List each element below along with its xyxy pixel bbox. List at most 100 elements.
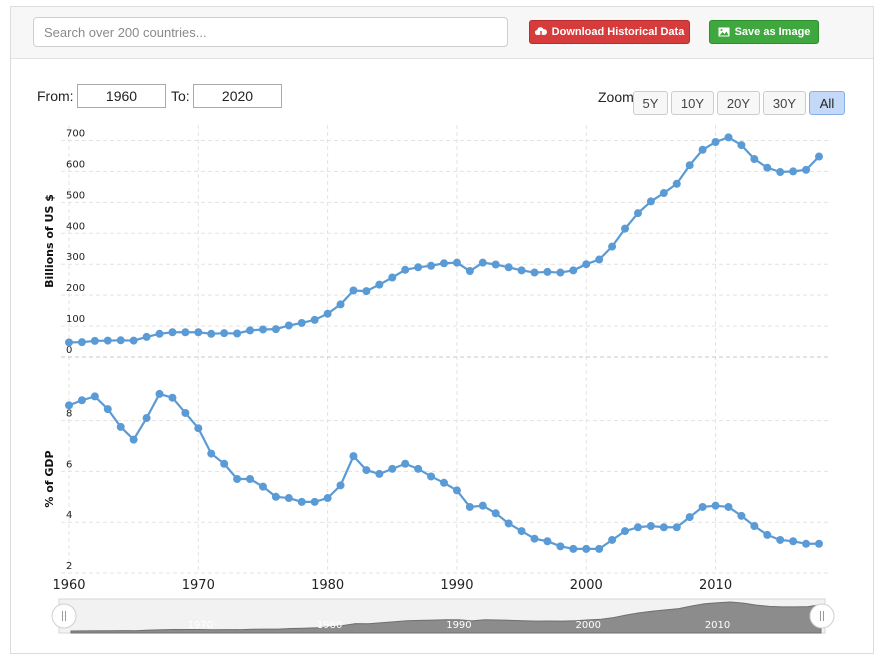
data-point[interactable] <box>711 501 720 510</box>
data-point[interactable] <box>789 167 798 176</box>
data-point[interactable] <box>440 259 448 268</box>
data-point[interactable] <box>737 141 746 150</box>
data-point[interactable] <box>685 513 694 522</box>
data-point[interactable] <box>440 478 448 487</box>
data-point[interactable] <box>323 494 332 503</box>
data-point[interactable] <box>504 519 513 528</box>
zoom-5y-button[interactable]: 5Y <box>633 91 668 115</box>
data-point[interactable] <box>672 523 681 532</box>
data-point[interactable] <box>349 286 358 295</box>
data-point[interactable] <box>621 527 630 536</box>
download-historical-data-button[interactable]: Download Historical Data <box>529 20 690 44</box>
data-point[interactable] <box>698 502 707 511</box>
data-point[interactable] <box>220 459 229 468</box>
data-point[interactable] <box>129 336 138 345</box>
data-point[interactable] <box>672 179 681 188</box>
data-point[interactable] <box>789 537 798 546</box>
data-point[interactable] <box>646 522 655 530</box>
data-point[interactable] <box>452 486 461 495</box>
data-point[interactable] <box>284 321 293 330</box>
data-point[interactable] <box>142 414 151 423</box>
data-point[interactable] <box>155 329 164 338</box>
data-point[interactable] <box>556 542 565 551</box>
data-point[interactable] <box>478 258 487 267</box>
data-point[interactable] <box>90 392 99 401</box>
data-point[interactable] <box>633 209 642 218</box>
data-point[interactable] <box>220 329 229 338</box>
data-point[interactable] <box>310 497 319 506</box>
data-point[interactable] <box>815 539 823 548</box>
data-point[interactable] <box>90 336 99 345</box>
data-point[interactable] <box>776 535 785 544</box>
data-point[interactable] <box>530 268 539 277</box>
data-point[interactable] <box>77 338 86 347</box>
data-point[interactable] <box>349 452 358 461</box>
data-point[interactable] <box>116 422 125 431</box>
data-point[interactable] <box>129 435 138 444</box>
data-point[interactable] <box>310 315 319 324</box>
zoom-20y-button[interactable]: 20Y <box>717 91 760 115</box>
data-point[interactable] <box>271 492 280 501</box>
navigator-right-handle[interactable] <box>809 603 835 629</box>
data-point[interactable] <box>233 329 242 338</box>
data-point[interactable] <box>530 534 539 543</box>
data-point[interactable] <box>375 280 384 289</box>
data-point[interactable] <box>388 464 397 473</box>
data-point[interactable] <box>414 263 423 272</box>
data-point[interactable] <box>802 165 811 174</box>
data-point[interactable] <box>659 523 668 532</box>
data-point[interactable] <box>103 405 112 414</box>
data-point[interactable] <box>388 273 397 282</box>
data-point[interactable] <box>608 242 617 251</box>
data-point[interactable] <box>401 459 410 468</box>
data-point[interactable] <box>517 266 526 275</box>
data-point[interactable] <box>595 255 604 264</box>
data-point[interactable] <box>750 522 759 530</box>
data-point[interactable] <box>491 509 500 518</box>
data-point[interactable] <box>504 263 513 272</box>
data-point[interactable] <box>491 260 500 269</box>
data-point[interactable] <box>569 266 578 275</box>
navigator-left-handle[interactable] <box>51 603 77 629</box>
data-point[interactable] <box>194 424 203 433</box>
data-point[interactable] <box>181 408 190 417</box>
data-point[interactable] <box>246 326 255 335</box>
data-point[interactable] <box>608 535 617 544</box>
save-as-image-button[interactable]: Save as Image <box>709 20 819 44</box>
zoom-30y-button[interactable]: 30Y <box>763 91 806 115</box>
data-point[interactable] <box>452 258 461 267</box>
to-date-input[interactable]: 2020 <box>193 84 282 108</box>
data-point[interactable] <box>323 309 332 318</box>
data-point[interactable] <box>258 482 267 491</box>
data-point[interactable] <box>194 328 203 337</box>
data-point[interactable] <box>375 469 384 478</box>
data-point[interactable] <box>595 544 604 553</box>
handle-knob[interactable] <box>51 603 77 629</box>
data-point[interactable] <box>336 300 345 309</box>
data-point[interactable] <box>582 544 591 553</box>
data-point[interactable] <box>815 152 823 161</box>
data-point[interactable] <box>414 464 423 473</box>
data-point[interactable] <box>271 325 280 334</box>
data-point[interactable] <box>258 325 267 334</box>
data-point[interactable] <box>77 396 86 405</box>
search-input[interactable] <box>33 17 508 47</box>
data-point[interactable] <box>246 475 255 483</box>
data-point[interactable] <box>233 475 242 483</box>
data-point[interactable] <box>142 332 151 341</box>
data-point[interactable] <box>711 138 720 147</box>
data-point[interactable] <box>362 466 371 475</box>
data-point[interactable] <box>168 393 177 402</box>
data-point[interactable] <box>65 401 73 410</box>
data-point[interactable] <box>362 287 371 296</box>
data-point[interactable] <box>776 168 785 177</box>
data-point[interactable] <box>724 502 733 511</box>
data-point[interactable] <box>621 224 630 233</box>
data-point[interactable] <box>750 155 759 164</box>
navigator[interactable]: 1970 1980 1990 2000 2010 <box>51 598 835 634</box>
data-point[interactable] <box>207 329 216 338</box>
data-point[interactable] <box>427 472 436 481</box>
data-point[interactable] <box>336 481 345 490</box>
data-point[interactable] <box>724 133 733 142</box>
data-point[interactable] <box>646 197 655 206</box>
